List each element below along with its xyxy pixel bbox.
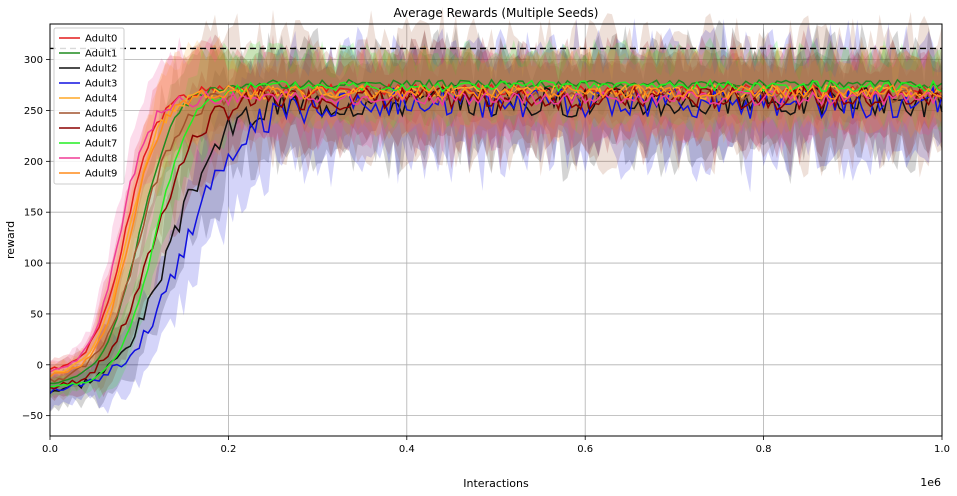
y-axis-ticks: −50 0 50 100 150 200 250 300 — [22, 55, 50, 422]
x-tick-label: 0.0 — [42, 444, 58, 455]
x-axis-ticks: 0.0 0.2 0.4 0.6 0.8 1.0 — [42, 436, 950, 455]
legend-label: Adult4 — [85, 94, 117, 105]
line-adult7 — [49, 78, 943, 388]
x-tick-label: 0.2 — [220, 444, 236, 455]
legend-label: Adult2 — [85, 64, 117, 75]
y-tick-label: 200 — [24, 157, 43, 168]
legend-label: Adult0 — [85, 34, 117, 45]
x-tick-label: 0.6 — [577, 444, 593, 455]
y-tick-label: 0 — [37, 360, 43, 371]
series-lines — [49, 78, 943, 395]
band-adult9 — [50, 35, 942, 387]
legend-label: Adult6 — [85, 124, 117, 135]
y-tick-label: 300 — [24, 55, 43, 66]
legend-label: Adult8 — [85, 154, 117, 165]
x-axis-offset: 1e6 — [920, 476, 941, 489]
y-tick-label: 150 — [24, 208, 43, 219]
legend-label: Adult3 — [85, 79, 117, 90]
y-tick-label: 100 — [24, 259, 43, 270]
y-tick-label: 50 — [30, 309, 43, 320]
band-adult2 — [50, 20, 942, 413]
plot-frame — [49, 23, 943, 437]
legend-label: Adult9 — [85, 169, 117, 180]
x-tick-label: 0.8 — [756, 444, 772, 455]
band-adult6 — [50, 29, 942, 402]
band-adult8 — [50, 36, 942, 384]
legend-label: Adult7 — [85, 139, 117, 150]
y-axis-label: reward — [4, 221, 17, 259]
x-axis-label: Interactions — [463, 477, 529, 490]
chart-title: Average Rewards (Multiple Seeds) — [394, 6, 599, 20]
y-tick-label: −50 — [22, 411, 43, 422]
legend-box — [53, 27, 125, 185]
x-tick-label: 1.0 — [934, 444, 950, 455]
line-adult2 — [49, 83, 943, 394]
legend-label: Adult1 — [85, 49, 117, 60]
x-tick-label: 0.4 — [399, 444, 415, 455]
band-adult0 — [50, 40, 942, 380]
legend-label: Adult5 — [85, 109, 117, 120]
band-adult4 — [50, 40, 942, 385]
y-tick-label: 250 — [24, 106, 43, 117]
line-adult9 — [49, 83, 943, 378]
line-adult8 — [49, 89, 943, 373]
band-adult3 — [50, 18, 942, 414]
band-adult7 — [50, 37, 942, 400]
legend: Adult0 Adult1 Adult2 Adult3 Adult4 Adult5 Adul… — [53, 27, 125, 185]
